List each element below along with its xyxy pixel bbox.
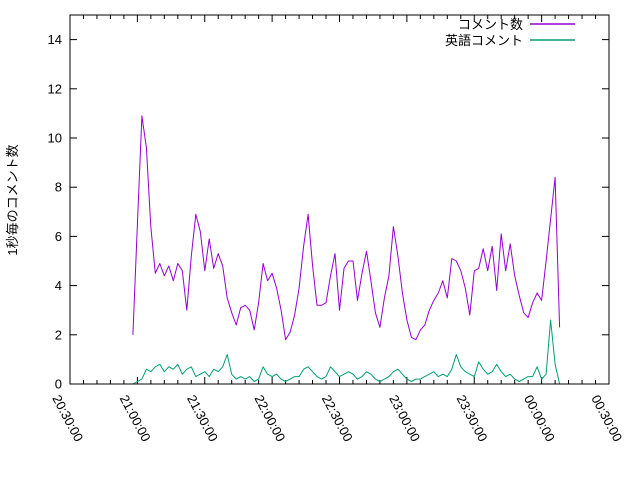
x-tick-label: 20:30:00: [49, 392, 86, 444]
x-tick-label: 23:30:00: [454, 392, 491, 444]
y-tick-label: 8: [55, 180, 62, 195]
x-axis-tick-labels: 20:30:00 21:00:00 21:30:00 22:00:00 22:30:00…: [49, 392, 625, 444]
x-tick-label: 22:30:00: [319, 392, 356, 444]
y-axis-title: 1秒毎のコメント数: [5, 144, 20, 255]
y-tick-label: 0: [55, 377, 62, 392]
plot-border: [69, 14, 610, 385]
x-tick-label: 00:30:00: [588, 392, 625, 444]
x-tick-label: 00:00:00: [521, 392, 558, 444]
y-tick-label: 6: [55, 229, 62, 244]
y-tick-label: 2: [55, 327, 62, 342]
x-tick-label: 21:30:00: [184, 392, 221, 444]
series-line-english-comments: [132, 319, 561, 385]
x-tick-label: 23:00:00: [386, 392, 423, 444]
series-line-comments: [132, 115, 561, 341]
legend-label-english-comments: 英語コメント: [445, 33, 523, 48]
y-tick-label: 14: [48, 32, 62, 47]
x-axis-ticks: [69, 15, 610, 384]
y-tick-label: 12: [48, 81, 62, 96]
legend: コメント数 英語コメント: [445, 17, 575, 48]
plot-background: [70, 15, 609, 384]
x-tick-label: 22:00:00: [251, 392, 288, 444]
y-tick-label: 4: [55, 278, 62, 293]
x-tick-label: 21:00:00: [117, 392, 154, 444]
series-lines: [132, 115, 561, 385]
y-tick-label: 10: [48, 131, 62, 146]
legend-label-comments: コメント数: [458, 17, 523, 32]
y-axis-tick-labels: 0 2 4 6 8 10 12 14: [48, 32, 62, 391]
